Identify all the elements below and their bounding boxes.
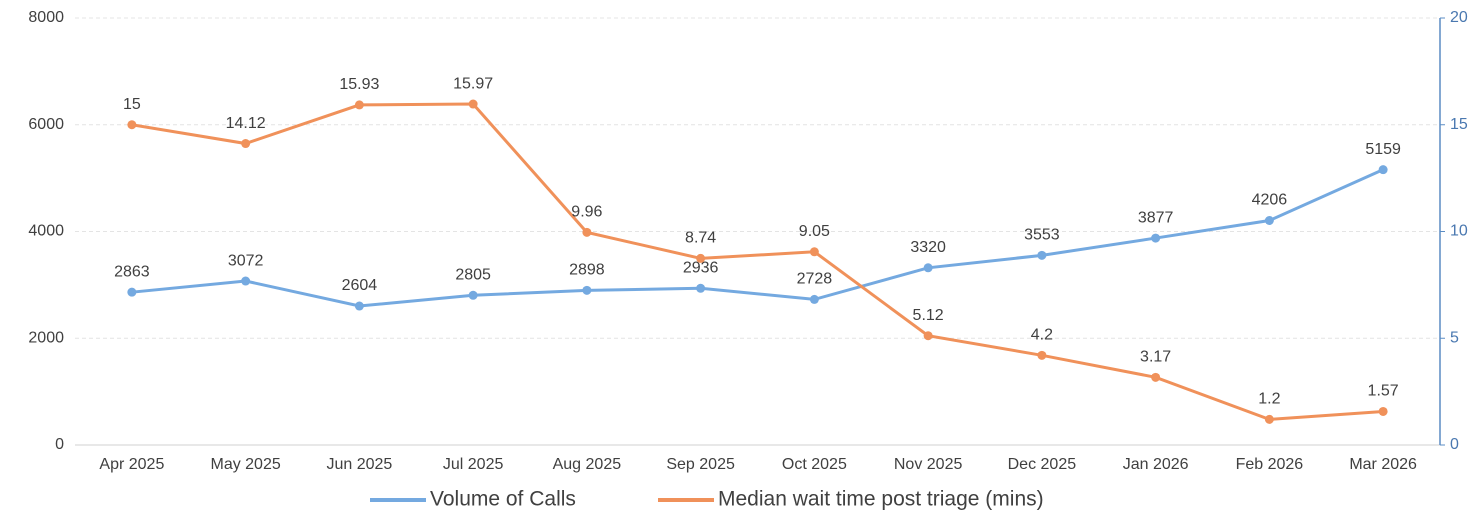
data-label: 8.74: [685, 230, 716, 247]
data-label: 15.93: [339, 76, 379, 93]
data-label: 4.2: [1031, 327, 1053, 344]
data-point: [468, 290, 478, 300]
data-point: [241, 139, 251, 149]
x-tick-label: Nov 2025: [894, 456, 963, 473]
data-point: [1378, 165, 1388, 175]
series-line: [131, 102, 1384, 421]
x-tick-label: May 2025: [210, 456, 280, 473]
data-label: 15: [123, 96, 141, 113]
y-tick-label: 4000: [28, 223, 64, 240]
data-point: [468, 99, 478, 109]
y2-tick-label: 15: [1450, 116, 1468, 133]
data-label: 1.2: [1258, 391, 1280, 408]
data-point: [1378, 406, 1388, 416]
data-point: [354, 301, 364, 311]
data-point: [1037, 250, 1047, 260]
y-tick-label: 0: [55, 436, 64, 453]
data-label: 2936: [683, 260, 719, 277]
data-point: [923, 263, 933, 273]
data-point: [923, 331, 933, 341]
data-point: [809, 294, 819, 304]
series-line: [131, 168, 1384, 308]
x-tick-label: Feb 2026: [1236, 456, 1304, 473]
data-point: [582, 285, 592, 295]
x-tick-label: Oct 2025: [782, 456, 847, 473]
data-label: 3553: [1024, 227, 1060, 244]
data-label: 2728: [797, 271, 833, 288]
data-point: [809, 247, 819, 257]
data-label: 2863: [114, 263, 150, 280]
data-label: 4206: [1252, 192, 1288, 209]
x-tick-label: Jul 2025: [443, 456, 504, 473]
data-point: [1264, 216, 1274, 226]
data-label: 2604: [342, 277, 378, 294]
data-point: [1037, 350, 1047, 360]
data-label: 3320: [910, 239, 946, 256]
data-point: [696, 283, 706, 293]
data-point: [354, 100, 364, 110]
data-point: [1151, 233, 1161, 243]
y2-tick-label: 5: [1450, 329, 1459, 346]
y-tick-label: 2000: [28, 329, 64, 346]
data-point: [127, 120, 137, 130]
x-tick-label: Aug 2025: [553, 456, 622, 473]
x-tick-label: Jun 2025: [326, 456, 392, 473]
y-tick-label: 8000: [28, 9, 64, 26]
data-point: [127, 287, 137, 297]
data-label: 9.96: [571, 204, 602, 221]
data-label: 5159: [1365, 141, 1401, 158]
x-tick-label: Mar 2026: [1349, 456, 1417, 473]
x-tick-label: Jan 2026: [1123, 456, 1189, 473]
data-label: 2898: [569, 262, 605, 279]
data-label: 15.97: [453, 75, 493, 92]
data-label: 9.05: [799, 223, 830, 240]
y-tick-label: 6000: [28, 116, 64, 133]
x-tick-label: Apr 2025: [99, 456, 164, 473]
data-label: 3877: [1138, 209, 1174, 226]
x-tick-label: Dec 2025: [1008, 456, 1077, 473]
y2-tick-label: 10: [1450, 223, 1468, 240]
data-point: [696, 253, 706, 263]
data-label: 3.17: [1140, 349, 1171, 366]
y2-tick-label: 0: [1450, 436, 1459, 453]
data-point: [241, 276, 251, 286]
data-point: [1264, 414, 1274, 424]
data-label: 5.12: [913, 307, 944, 324]
data-label: 2805: [455, 267, 491, 284]
data-label: 1.57: [1368, 383, 1399, 400]
data-point: [1151, 372, 1161, 382]
x-tick-label: Sep 2025: [666, 456, 735, 473]
data-point: [582, 227, 592, 237]
data-label: 14.12: [226, 115, 266, 132]
y2-tick-label: 20: [1450, 9, 1468, 26]
legend-label: Volume of Calls: [430, 488, 576, 511]
data-label: 3072: [228, 252, 264, 269]
legend-label: Median wait time post triage (mins): [718, 488, 1044, 511]
